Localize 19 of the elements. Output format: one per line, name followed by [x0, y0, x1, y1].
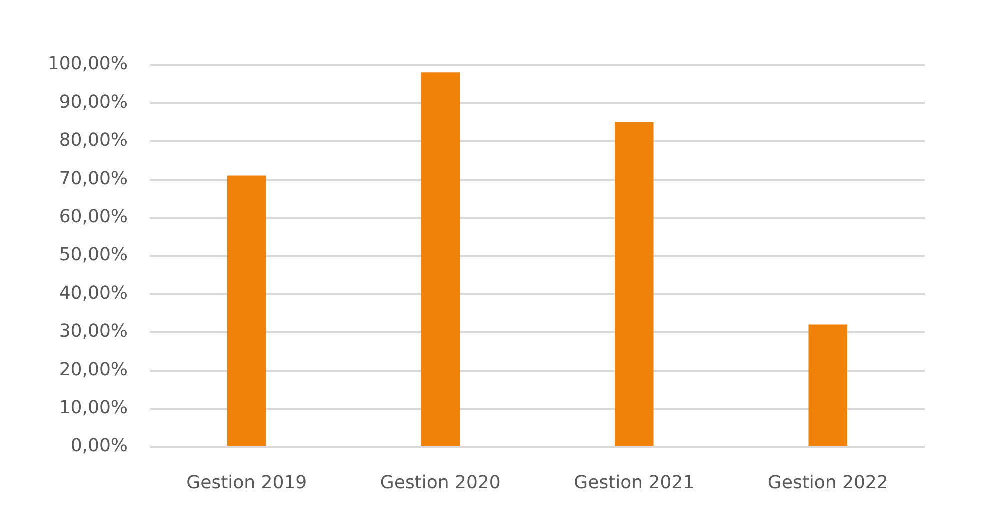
- y-tick-label: 80,00%: [59, 130, 128, 152]
- bar: [615, 122, 654, 446]
- y-tick-label: 60,00%: [59, 206, 128, 228]
- y-tick-label: 50,00%: [59, 244, 128, 266]
- y-tick-label: 10,00%: [59, 397, 128, 418]
- y-tick-label: 0,00%: [70, 436, 128, 457]
- x-tick-label: Gestion 2021: [574, 472, 695, 494]
- y-tick-label: 30,00%: [59, 321, 128, 342]
- y-tick-label: 40,00%: [59, 282, 128, 304]
- y-tick-label: 20,00%: [59, 359, 128, 380]
- bar: [808, 324, 848, 446]
- y-tick-label: 100,00%: [48, 54, 128, 75]
- y-tick-label: 70,00%: [59, 168, 128, 190]
- x-tick-label: Gestion 2019: [186, 472, 308, 494]
- x-tick-label: Gestion 2020: [380, 472, 501, 494]
- x-tick-label: Gestion 2022: [768, 472, 888, 494]
- y-tick-label: 90,00%: [59, 92, 128, 113]
- bar: [421, 72, 460, 446]
- bar: [228, 176, 266, 446]
